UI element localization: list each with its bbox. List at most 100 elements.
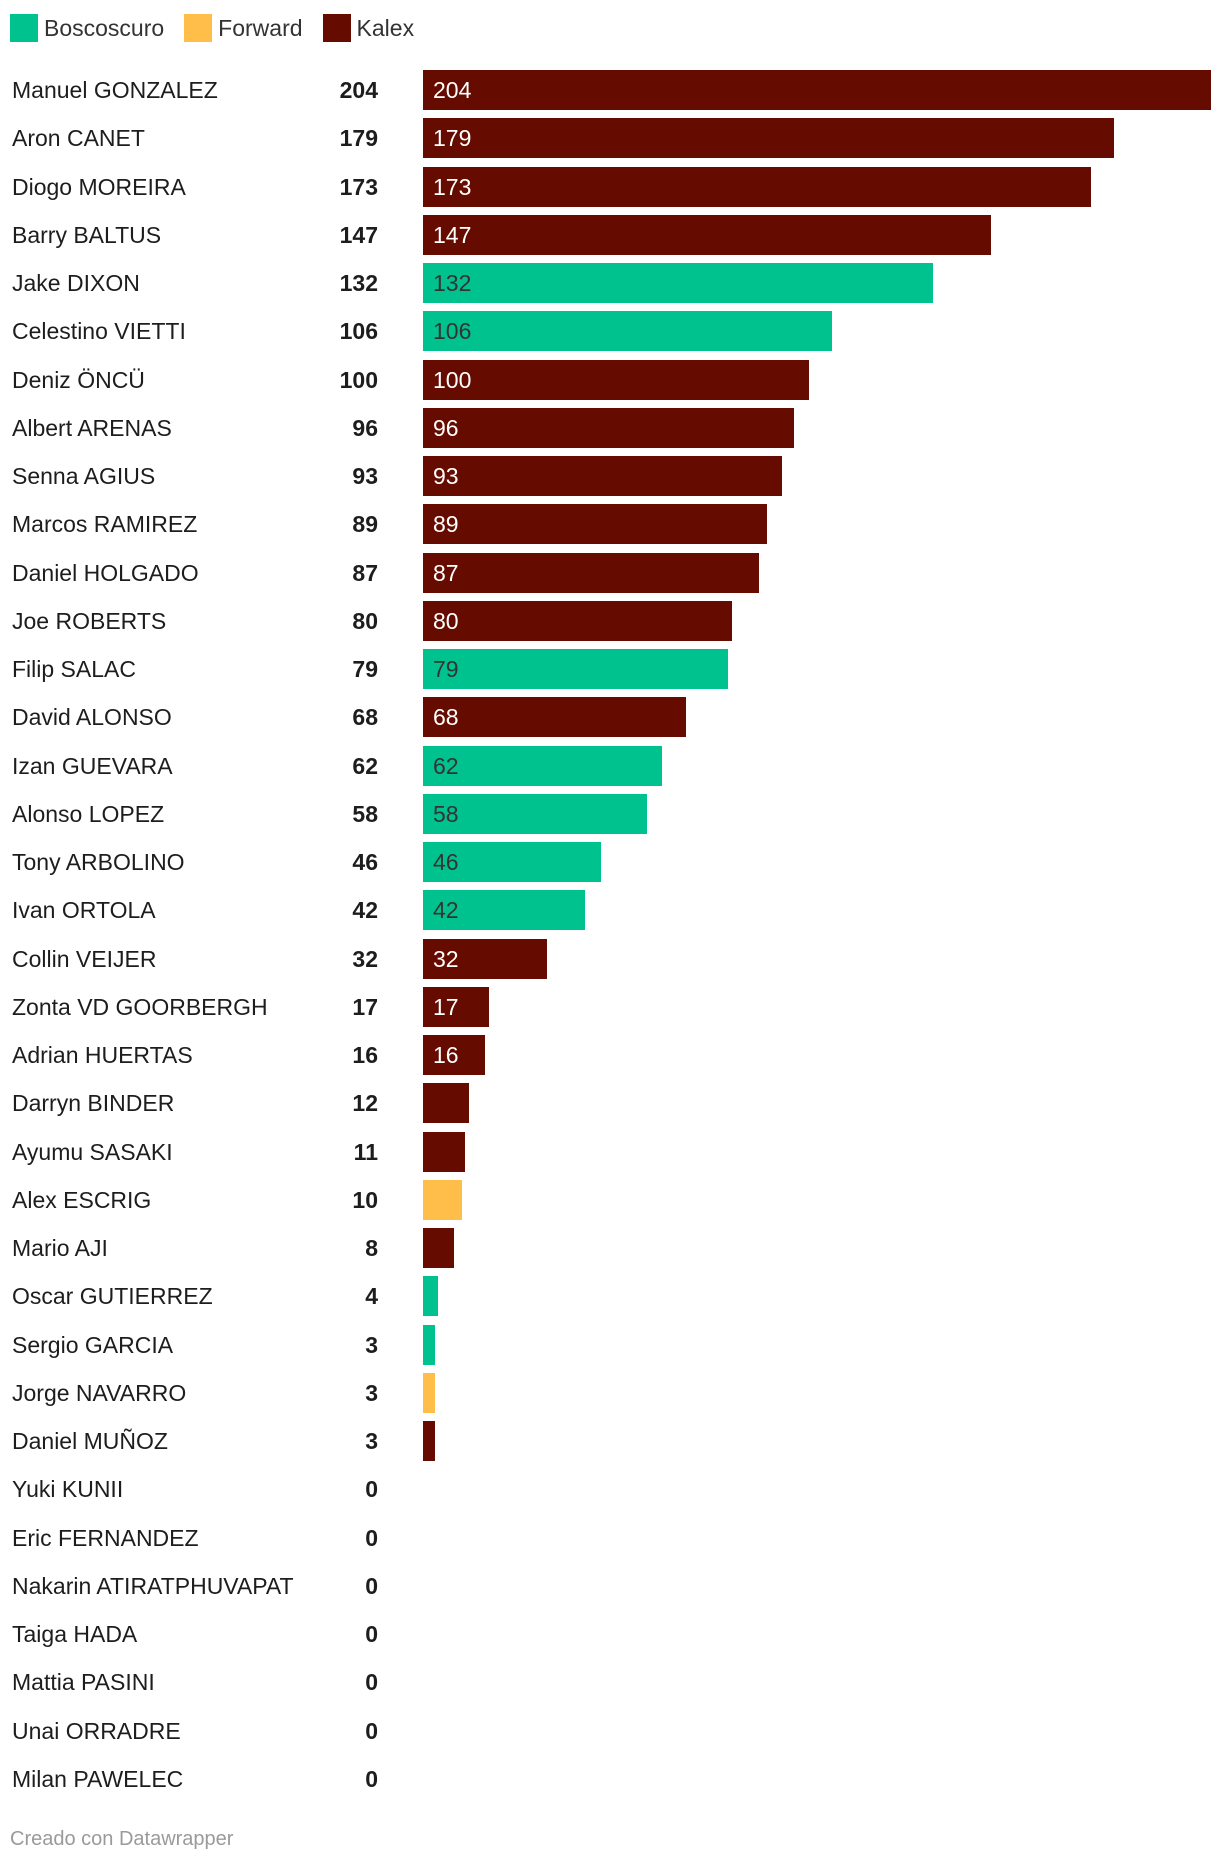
bar: 16 — [423, 1035, 485, 1075]
category-label: Milan PAWELEC — [12, 1765, 184, 1792]
bar-row: Izan GUEVARA 62 62 — [0, 745, 1220, 786]
value-label: 4 — [365, 1283, 378, 1310]
bar-data-label: 58 — [433, 800, 459, 827]
bar: 58 — [423, 793, 648, 834]
bar: 42 — [423, 890, 586, 931]
bar-data-label: 17 — [433, 993, 459, 1020]
bar-data-label: 16 — [433, 1042, 459, 1068]
bar-row: Alonso LOPEZ 58 58 — [0, 793, 1220, 834]
bar-data-label: 89 — [433, 511, 459, 538]
value-label: 132 — [339, 270, 378, 296]
category-label: Ayumu SASAKI — [12, 1138, 173, 1165]
bar-data-label: 46 — [433, 849, 459, 875]
bar-data-label: 147 — [433, 221, 472, 248]
category-label: Mario AJI — [12, 1235, 108, 1261]
category-label: Daniel MUÑOZ — [12, 1428, 168, 1454]
bar-row: Barry BALTUS 147 147 — [0, 214, 1220, 255]
value-label: 0 — [365, 1765, 378, 1792]
category-label: Daniel HOLGADO — [12, 559, 199, 586]
category-label: Darryn BINDER — [12, 1090, 175, 1117]
value-label: 10 — [352, 1186, 378, 1213]
value-label: 0 — [365, 1572, 378, 1599]
value-label: 106 — [339, 318, 378, 345]
bar: 93 — [423, 456, 783, 496]
category-label: Jorge NAVARRO — [12, 1379, 187, 1406]
category-label: Joe ROBERTS — [12, 607, 167, 634]
value-label: 0 — [365, 1476, 378, 1503]
bar: 147 — [423, 214, 991, 255]
bar-row: Diogo MOREIRA 173 173 — [0, 166, 1220, 207]
bar: 132 — [423, 263, 933, 303]
legend-label-kalex: Kalex — [356, 14, 415, 41]
category-label: Albert ARENAS — [12, 414, 172, 441]
value-label: 87 — [352, 559, 378, 586]
bar-row: Adrian HUERTAS 16 16 — [0, 1035, 1220, 1075]
value-label: 62 — [352, 752, 378, 779]
bar-row: Collin VEIJER 32 32 — [0, 938, 1220, 979]
value-label: 3 — [365, 1331, 378, 1358]
legend-item-kalex: Kalex — [322, 14, 415, 42]
category-label: Unai ORRADRE — [12, 1717, 181, 1744]
bar-row: Ivan ORTOLA 42 42 — [0, 890, 1220, 931]
bar — [423, 1421, 435, 1461]
category-label: Alonso LOPEZ — [12, 800, 165, 827]
bar-row: Manuel GONZALEZ 204 204 — [0, 70, 1220, 110]
category-label: Collin VEIJER — [12, 945, 157, 972]
bar-row: Marcos RAMIREZ 89 89 — [0, 504, 1220, 545]
value-label: 3 — [365, 1379, 378, 1406]
bar-data-label: 106 — [433, 318, 472, 345]
value-label: 68 — [352, 704, 378, 731]
value-label: 179 — [339, 125, 378, 152]
bar — [423, 1179, 462, 1220]
bar-data-label: 100 — [433, 366, 472, 393]
bar-row: Deniz ÖNCÜ 100 100 — [0, 359, 1220, 400]
value-label: 80 — [352, 607, 378, 634]
legend-swatch-kalex — [322, 14, 351, 42]
category-label: Manuel GONZALEZ — [12, 77, 218, 103]
category-label: Mattia PASINI — [12, 1669, 155, 1696]
bar: 62 — [423, 745, 663, 786]
bar-data-label: 93 — [433, 463, 459, 489]
footer-credit: Creado con Datawrapper — [10, 1828, 234, 1850]
bar-data-label: 132 — [433, 270, 472, 296]
value-label: 0 — [365, 1669, 378, 1696]
bar-row: Joe ROBERTS 80 80 — [0, 600, 1220, 641]
value-label: 16 — [352, 1042, 378, 1068]
bar: 32 — [423, 938, 547, 979]
bar — [423, 1228, 454, 1268]
bar-data-label: 173 — [433, 173, 472, 200]
bar-row: Nakarin ATIRATPHUVAPAT 0 — [0, 1566, 1220, 1606]
value-label: 79 — [352, 656, 378, 682]
category-label: Izan GUEVARA — [12, 752, 173, 779]
category-label: Diogo MOREIRA — [12, 173, 186, 200]
category-label: Eric FERNANDEZ — [12, 1524, 199, 1551]
category-label: Sergio GARCIA — [12, 1331, 174, 1358]
bar-row: Aron CANET 179 179 — [0, 118, 1220, 159]
bar-row: Milan PAWELEC 0 — [0, 1759, 1220, 1799]
value-label: 100 — [339, 366, 378, 393]
bar-row: Daniel HOLGADO 87 87 — [0, 552, 1220, 593]
value-label: 17 — [352, 993, 378, 1020]
bar: 46 — [423, 842, 601, 882]
category-label: Nakarin ATIRATPHUVAPAT — [12, 1572, 294, 1599]
bar-data-label: 204 — [433, 77, 472, 103]
legend-swatch-boscoscuro — [10, 14, 38, 42]
bar: 96 — [423, 407, 794, 448]
bar-row: Mario AJI 8 — [0, 1228, 1220, 1268]
value-label: 11 — [353, 1138, 378, 1165]
category-label: Adrian HUERTAS — [12, 1042, 193, 1068]
category-label: Taiga HADA — [12, 1621, 138, 1647]
bar-row: Senna AGIUS 93 93 — [0, 456, 1220, 496]
bar: 89 — [423, 504, 767, 545]
category-label: Zonta VD GOORBERGH — [12, 993, 268, 1020]
bar-data-label: 79 — [433, 656, 459, 682]
bar-row: Daniel MUÑOZ 3 — [0, 1421, 1220, 1461]
category-label: Celestino VIETTI — [12, 318, 186, 345]
value-label: 0 — [365, 1621, 378, 1647]
chart-legend: Boscoscuro Forward Kalex — [10, 12, 434, 44]
bar-row: Oscar GUTIERREZ 4 — [0, 1276, 1220, 1317]
bar-row: Jorge NAVARRO 3 — [0, 1372, 1220, 1413]
legend-label-boscoscuro: Boscoscuro — [44, 14, 165, 41]
legend-item-forward: Forward — [184, 14, 303, 42]
category-label: Deniz ÖNCÜ — [12, 366, 145, 393]
